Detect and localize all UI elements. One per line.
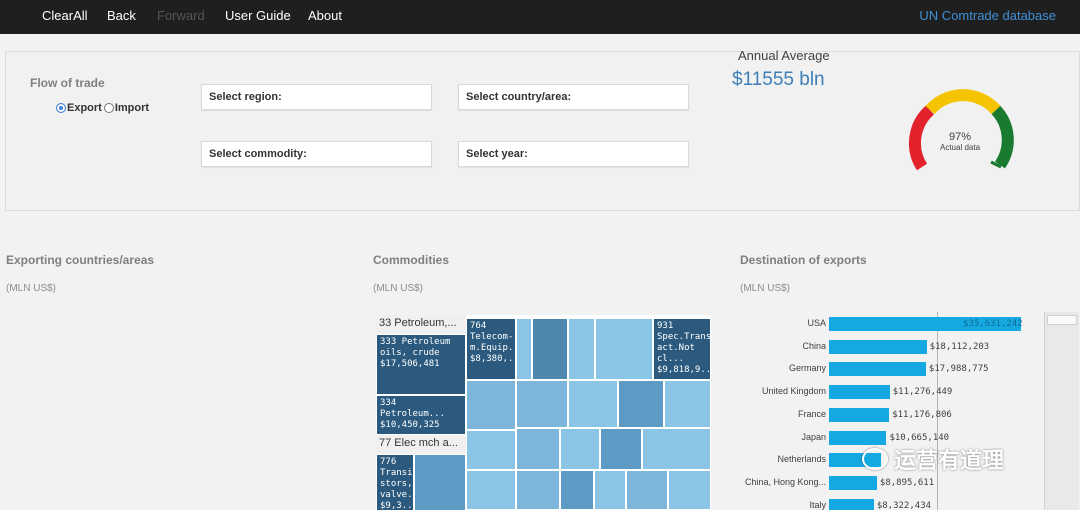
treemap-tile[interactable] — [594, 470, 626, 510]
chart-axis-line — [937, 312, 938, 510]
gauge-red-arc — [908, 105, 935, 171]
bar-category-label: China — [802, 340, 826, 351]
treemap-tile[interactable] — [516, 428, 560, 470]
treemap-tile[interactable] — [668, 470, 711, 510]
gauge-needle — [990, 160, 1002, 169]
bar-value-label: $17,988,775 — [928, 364, 989, 375]
bar-category-label: Germany — [788, 363, 826, 374]
bar[interactable] — [829, 317, 1021, 331]
flow-of-trade-title: Flow of trade — [30, 76, 105, 90]
chat-bubble-icon — [862, 448, 888, 470]
treemap-group-33-header[interactable]: 33 Petroleum,... — [376, 315, 466, 334]
bar[interactable] — [829, 498, 874, 510]
clearall-button[interactable]: ClearAll — [42, 8, 88, 23]
top-nav-bar: ClearAll Back Forward User Guide About U… — [0, 0, 1080, 34]
treemap-tile[interactable] — [516, 470, 560, 510]
gauge-green-arc — [991, 105, 1014, 169]
commodities-title: Commodities — [373, 253, 450, 267]
bar-value-label: $8,322,434 — [876, 500, 932, 510]
bar-value-label: $11,276,449 — [892, 387, 953, 398]
bar[interactable] — [829, 407, 890, 422]
treemap-tile[interactable] — [532, 318, 568, 380]
annual-average-value: $11555 bln — [732, 69, 825, 90]
gauge-caption: Actual data — [940, 143, 981, 152]
export-radio-label[interactable]: Export — [67, 102, 102, 114]
bar-category-label: Italy — [809, 499, 826, 510]
chart-scrollbar[interactable] — [1044, 312, 1079, 510]
bar[interactable] — [829, 430, 887, 445]
commodities-unit: (MLN US$) — [373, 283, 424, 294]
chart-scrollbar-thumb[interactable] — [1047, 315, 1077, 325]
destination-unit: (MLN US$) — [740, 283, 791, 294]
treemap-tile[interactable] — [664, 380, 711, 428]
treemap-group-77-header[interactable]: 77 Elec mch a... — [376, 435, 466, 454]
gauge-percent-text: 97% — [949, 131, 971, 143]
treemap-tile-334[interactable]: 334 Petroleum... $10,450,325 — [376, 395, 466, 435]
treemap-tile-333[interactable]: 333 Petroleum oils, crude $17,506,481 — [376, 334, 466, 395]
bar[interactable] — [829, 362, 926, 377]
treemap-tile[interactable] — [414, 454, 466, 510]
treemap-tile-764[interactable]: 764 Telecom-m.Equip... $8,380,... — [466, 318, 525, 380]
select-region-dropdown[interactable]: Select region: — [201, 84, 432, 110]
treemap-tile-931[interactable]: 931 Spec.Trans-act.Not cl... $9,818,9... — [653, 318, 711, 380]
bar-category-label: China, Hong Kong... — [744, 476, 826, 487]
export-radio[interactable] — [56, 103, 66, 113]
bar-category-label: France — [797, 408, 826, 419]
watermark: 运营有道理 — [862, 443, 1004, 475]
un-comtrade-link[interactable]: UN Comtrade database — [919, 8, 1056, 23]
bar[interactable] — [829, 385, 890, 400]
treemap-tile[interactable] — [560, 428, 600, 470]
bar-value-label: $11,176,806 — [892, 409, 952, 420]
import-radio-label[interactable]: Import — [114, 102, 150, 114]
treemap-tile-776[interactable]: 776 Transi-stors,-valve... $9,3... — [376, 454, 424, 510]
bar-category-label: United Kingdom — [761, 386, 826, 397]
select-year-dropdown[interactable]: Select year: — [458, 141, 689, 167]
treemap-tile[interactable] — [568, 380, 618, 428]
treemap-tile-764-label: 764 Telecom-m.Equip... $8,380,... — [470, 321, 525, 364]
bar-value-label: $10,665,140 — [889, 432, 950, 443]
destination-bar-chart: USA $35,631,242 China $18,112,203 Germany $17… — [736, 312, 1036, 510]
bar[interactable] — [829, 339, 927, 354]
exporting-title: Exporting countries/areas — [6, 253, 155, 267]
watermark-text: 运营有道理 — [894, 448, 1005, 473]
treemap-tile[interactable] — [626, 470, 668, 510]
treemap-tile[interactable] — [516, 318, 532, 380]
exporting-unit: (MLN US$) — [6, 283, 57, 294]
bar[interactable] — [829, 475, 877, 490]
flow-radio-group: Export Import — [56, 102, 151, 114]
bar-value-label: $35,631,242 — [963, 319, 1023, 329]
back-button[interactable]: Back — [107, 8, 136, 23]
treemap-tile[interactable] — [600, 428, 642, 470]
commodities-treemap: 33 Petroleum,... 333 Petroleum oils, cru… — [376, 315, 711, 510]
treemap-tile[interactable] — [595, 318, 653, 380]
bar-category-label: Netherlands — [777, 454, 826, 465]
gauge-yellow-arc — [925, 89, 1001, 115]
forward-button[interactable]: Forward — [157, 8, 205, 23]
data-gauge: 97% Actual data — [908, 89, 1014, 171]
bar-category-label: USA — [807, 318, 826, 328]
filter-panel: Flow of trade Export Import Select regio… — [5, 51, 1080, 211]
treemap-tile[interactable] — [466, 470, 516, 510]
treemap-tile[interactable] — [466, 430, 516, 470]
destination-title: Destination of exports — [740, 253, 867, 267]
bar-value-label: $18,112,203 — [929, 341, 990, 352]
bar-value-label: $8,895,611 — [879, 477, 935, 488]
treemap-tile[interactable] — [642, 428, 711, 470]
select-commodity-dropdown[interactable]: Select commodity: — [201, 141, 432, 167]
treemap-tile-776-label: 776 Transi-stors,-valve... $9,3... — [380, 457, 424, 510]
treemap-tile[interactable] — [466, 380, 516, 430]
treemap-tile-931-label: 931 Spec.Trans-act.Not cl... $9,818,9... — [657, 321, 711, 375]
treemap-tile-334-label: 334 Petroleum... $10,450,325 — [380, 398, 446, 430]
annual-average-label: Annual Average — [738, 48, 830, 63]
treemap-tile[interactable] — [568, 318, 595, 380]
treemap-tile[interactable] — [516, 380, 568, 428]
treemap-tile[interactable] — [560, 470, 594, 510]
select-country-dropdown[interactable]: Select country/area: — [458, 84, 689, 110]
user-guide-button[interactable]: User Guide — [225, 8, 291, 23]
import-radio[interactable] — [103, 103, 114, 113]
about-button[interactable]: About — [308, 8, 342, 23]
treemap-tile-333-label: 333 Petroleum oils, crude $17,506,481 — [380, 337, 451, 369]
bar-category-label: Japan — [801, 431, 826, 442]
treemap-tile[interactable] — [618, 380, 664, 428]
